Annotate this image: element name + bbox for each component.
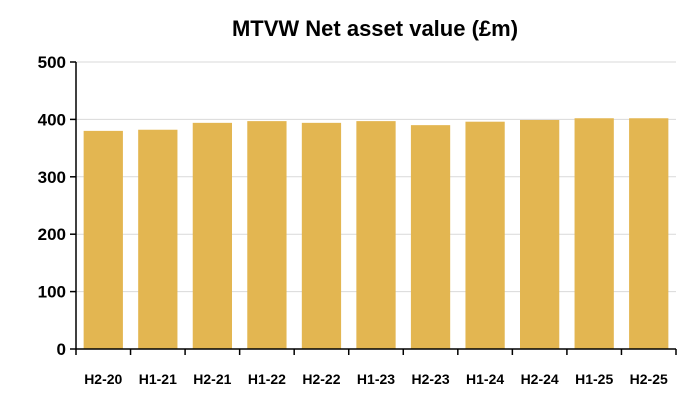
bars — [83, 118, 669, 350]
bar — [629, 118, 669, 349]
x-tick-label: H2-21 — [193, 371, 231, 387]
y-tick-label: 200 — [38, 225, 66, 244]
bar — [138, 129, 178, 349]
x-tick-label: H2-24 — [521, 371, 559, 387]
y-tick-label: 500 — [38, 53, 66, 72]
bar — [83, 130, 123, 349]
y-tick-label: 400 — [38, 110, 66, 129]
y-tick-label: 0 — [57, 340, 66, 359]
x-tick-label: H1-22 — [248, 371, 286, 387]
x-tick-label: H1-24 — [466, 371, 504, 387]
bar — [410, 125, 451, 349]
bar — [247, 121, 287, 349]
x-tick-label: H1-21 — [139, 371, 177, 387]
x-tick-label: H1-25 — [575, 371, 613, 387]
bar — [574, 118, 614, 349]
chart-title: MTVW Net asset value (£m) — [232, 16, 518, 41]
bar — [356, 121, 396, 349]
y-axis: 0 100 200 300 400 500 — [38, 53, 77, 359]
x-tick-label: H1-23 — [357, 371, 395, 387]
x-tick-label: H2-23 — [411, 371, 449, 387]
x-tick-label: H2-22 — [302, 371, 340, 387]
x-tick-label: H2-25 — [630, 371, 668, 387]
bar — [192, 122, 232, 350]
bar — [465, 121, 505, 349]
x-axis: H2-20 H1-21 H2-21 H1-22 H2-22 H1-23 H2-23 H1-24… — [75, 348, 677, 387]
x-tick-label: H2-20 — [84, 371, 122, 387]
y-tick-label: 300 — [38, 168, 66, 187]
bar — [520, 119, 560, 349]
y-tick-label: 100 — [38, 283, 66, 302]
bar — [301, 122, 342, 350]
